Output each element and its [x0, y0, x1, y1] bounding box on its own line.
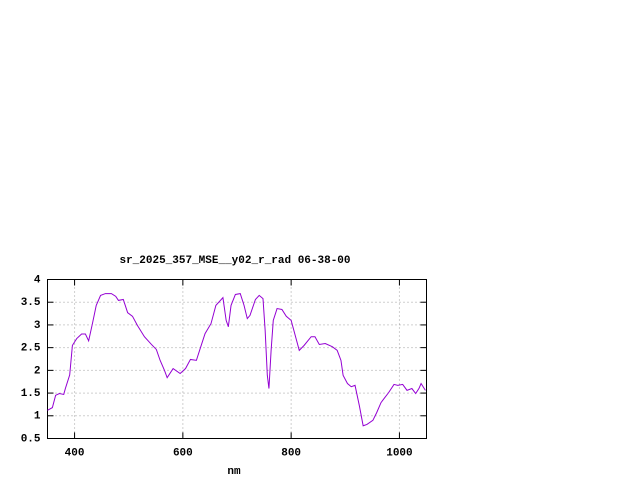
x-tick-label: 800 — [281, 447, 301, 459]
y-tick-label: 4 — [34, 274, 41, 286]
y-tick-label: 1.5 — [21, 388, 41, 400]
data-line — [47, 293, 426, 427]
x-tick-label: 1000 — [386, 447, 412, 459]
y-tick-label: 2 — [34, 365, 41, 377]
chart-title: sr_2025_357_MSE__y02_r_rad 06-38-00 — [119, 255, 350, 267]
x-axis-label: nm — [227, 466, 241, 478]
y-tick-label: 2.5 — [21, 343, 41, 355]
x-tick-label: 600 — [173, 447, 193, 459]
y-tick-label: 3.5 — [21, 297, 41, 309]
y-tick-label: 1 — [34, 411, 41, 423]
y-tick-label: 3 — [34, 320, 41, 332]
plot-border — [47, 279, 427, 439]
y-tick-label: 0.5 — [21, 433, 41, 445]
x-tick-label: 400 — [65, 447, 85, 459]
